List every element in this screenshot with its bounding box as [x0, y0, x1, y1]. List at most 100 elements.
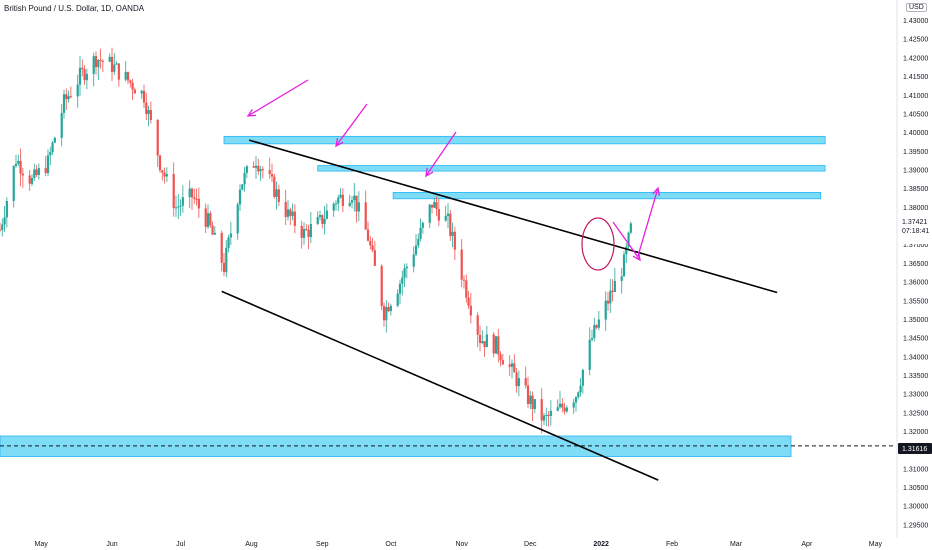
candle-body [625, 246, 628, 255]
candle-body [556, 407, 559, 411]
candle-body [3, 217, 6, 225]
candle-body [158, 155, 162, 171]
y-tick-label: 1.36500 [903, 261, 928, 268]
arrow-touch-2[interactable] [335, 103, 368, 148]
candle-body [371, 245, 374, 251]
candle-body [481, 341, 484, 343]
candle-body [611, 290, 614, 293]
arrow-projection-down[interactable] [612, 221, 641, 262]
candle-body [254, 165, 258, 168]
candle-body [435, 202, 438, 210]
candle-body [1, 224, 4, 230]
candle-body [412, 254, 415, 267]
candle-body [531, 395, 534, 409]
candle-body [417, 238, 420, 246]
y-tick-label: 1.32000 [903, 429, 928, 436]
candle-body [581, 369, 584, 386]
x-tick-label: Nov [455, 541, 468, 548]
candle-body [268, 170, 271, 174]
currency-badge[interactable]: USD [906, 3, 927, 12]
candle-body [334, 203, 338, 205]
candle-body [508, 364, 511, 367]
candle-body [337, 197, 340, 204]
y-tick-label: 1.42500 [903, 37, 928, 44]
candle-body [257, 165, 260, 172]
lines-layer [221, 139, 778, 481]
y-tick-label: 1.35500 [903, 298, 928, 305]
x-tick-label: May [869, 541, 883, 548]
candle-body [321, 215, 324, 224]
candle-body [469, 305, 472, 316]
candle-body [142, 90, 146, 103]
resistance-zone[interactable] [223, 135, 826, 145]
y-tick-label: 1.39500 [903, 149, 928, 156]
candle-body [526, 385, 530, 404]
candle-body [428, 204, 431, 223]
candle-body [284, 201, 287, 217]
y-tick-label: 1.34000 [903, 354, 928, 361]
candle-body [382, 306, 386, 321]
candle-body [140, 90, 143, 94]
x-tick-label: Jul [176, 541, 185, 548]
candle-body [243, 172, 246, 185]
candle-body [565, 407, 568, 412]
candle-body [540, 399, 543, 421]
last-price-label: 1.37421 [902, 219, 927, 226]
time-axis[interactable]: May Jun Jul Aug Sep Oct Nov Dec 2022 Feb Mar Apr May [35, 541, 883, 548]
candle-body [547, 414, 550, 416]
candle-body [579, 385, 582, 393]
candle-body [485, 334, 488, 348]
y-tick-label: 1.32500 [903, 410, 928, 417]
candle-body [620, 276, 623, 281]
candle-body [37, 168, 40, 175]
y-tick-label: 1.42000 [903, 55, 928, 62]
candle-body [515, 372, 518, 387]
candle-body [44, 168, 47, 174]
candle-body [177, 206, 180, 208]
resistance-zone[interactable] [317, 165, 826, 172]
candle-body [81, 67, 84, 70]
candle-body [476, 315, 479, 335]
candle-body [197, 198, 200, 209]
candle-body [524, 378, 527, 386]
y-tick-label: 1.29500 [903, 522, 928, 529]
candle-body [261, 169, 264, 171]
candle-body [113, 64, 116, 72]
candle-body [83, 69, 86, 81]
candle-body [126, 72, 130, 81]
candle-body [161, 170, 164, 173]
candle-body [396, 293, 399, 306]
last-price-tag [898, 217, 932, 244]
candle-body [85, 73, 88, 81]
candle-body [220, 232, 223, 263]
candle-body [590, 338, 594, 340]
arrow-projection-up[interactable] [637, 186, 660, 257]
candle-body [597, 319, 600, 328]
arrow-touch-1[interactable] [246, 79, 309, 117]
candle-body [542, 415, 546, 421]
candle-body [318, 215, 322, 218]
arrow-touch-3[interactable] [425, 131, 457, 178]
candle-body [33, 169, 36, 178]
lower-trendline[interactable] [221, 290, 659, 481]
price-tags: 1.37421 07:18:41 1.31616 [898, 217, 932, 454]
candle-body [293, 211, 296, 226]
candle-body [227, 237, 230, 248]
candle-body [195, 198, 198, 200]
breakout-circle[interactable] [581, 217, 615, 271]
candle-body [437, 209, 440, 221]
resistance-zone[interactable] [392, 192, 821, 200]
candle-body [385, 307, 388, 321]
y-tick-label: 1.39000 [903, 167, 928, 174]
x-tick-label: Mar [730, 541, 743, 548]
candle-body [206, 213, 210, 227]
candle-body [369, 240, 372, 246]
candle-body [62, 94, 66, 113]
candle-body [99, 60, 102, 62]
candle-body [622, 254, 626, 277]
y-tick-label: 1.38000 [903, 205, 928, 212]
candle-body [444, 215, 447, 221]
upper-trendline[interactable] [248, 139, 778, 294]
candle-body [609, 290, 612, 304]
